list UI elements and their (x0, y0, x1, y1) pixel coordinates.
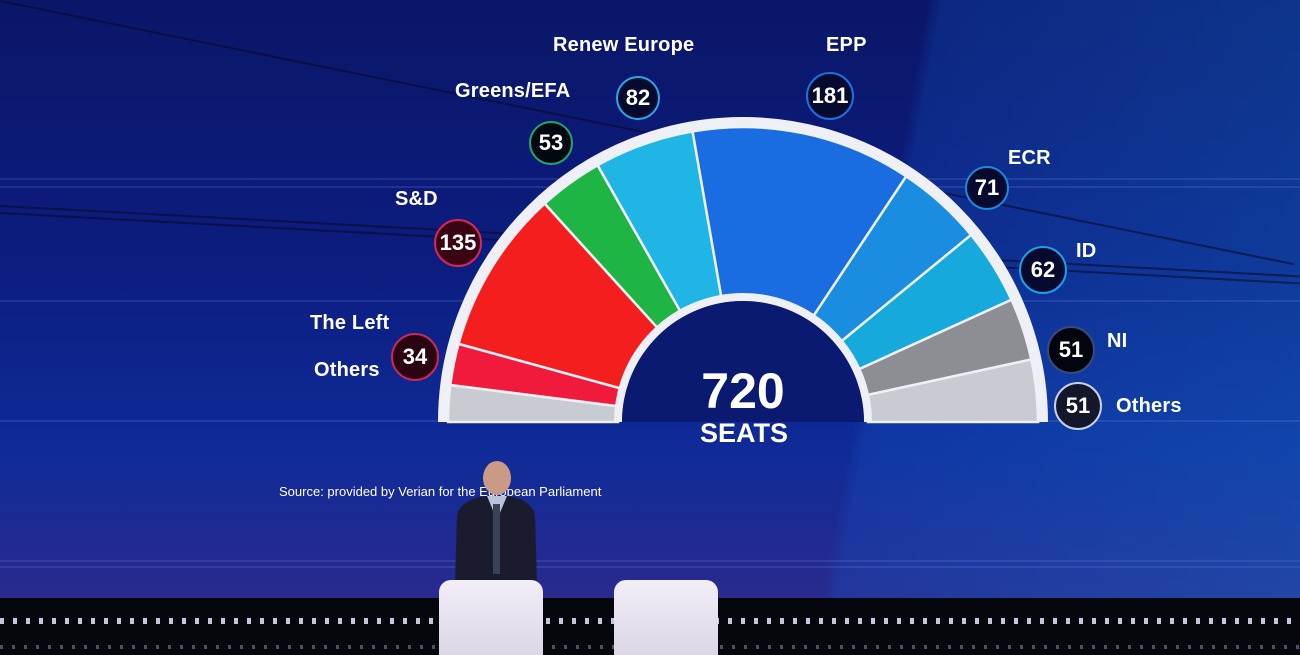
label-ecr: ECR (1008, 147, 1051, 169)
badge-id: 62 (1019, 246, 1067, 294)
center-well (622, 301, 864, 422)
label-greens-efa: Greens/EFA (455, 80, 571, 102)
label-others-left: Others (314, 359, 380, 381)
inner-rim (614, 293, 872, 423)
badge-the-left: 34 (391, 333, 439, 381)
source-note: Source: provided by Verian for the Europ… (279, 484, 602, 499)
scanline (0, 566, 1300, 568)
label-epp: EPP (826, 34, 867, 56)
badge-greens-efa: 53 (529, 121, 573, 165)
label-others-right: Others (1116, 395, 1182, 417)
badge-s-and-d: 135 (434, 219, 482, 267)
outer-rim (438, 117, 1048, 423)
badge-others-right: 51 (1054, 382, 1102, 430)
total-seats-number: 720 (701, 363, 785, 419)
podium-right (614, 580, 718, 655)
label-ni: NI (1107, 330, 1128, 352)
badge-ecr: 71 (965, 166, 1009, 210)
scanline (0, 560, 1300, 562)
label-s-and-d: S&D (395, 188, 438, 210)
podium-left (439, 580, 543, 655)
total-seats-label: SEATS (700, 418, 789, 448)
label-the-left: The Left (310, 312, 390, 334)
badge-epp: 181 (806, 72, 854, 120)
speaker-person (455, 461, 537, 585)
badge-renew-europe: 82 (616, 76, 660, 120)
label-renew-europe: Renew Europe (553, 34, 695, 56)
badge-ni: 51 (1047, 326, 1095, 374)
label-id: ID (1076, 240, 1097, 262)
